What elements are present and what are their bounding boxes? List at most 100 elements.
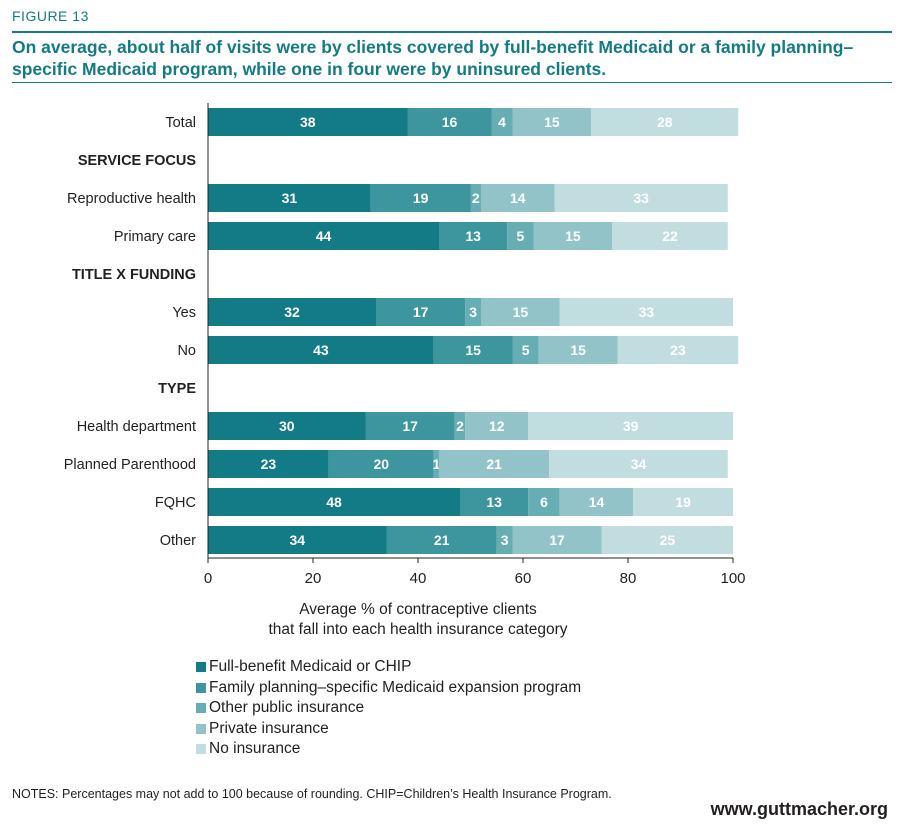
data-label: 34 <box>289 532 305 548</box>
bar-segment <box>208 450 329 478</box>
bar-segment <box>559 298 733 326</box>
bar-label: Reproductive health <box>67 191 196 207</box>
data-label: 15 <box>544 114 560 130</box>
bar-segment <box>460 488 529 516</box>
legend-label: Full-benefit Medicaid or CHIP <box>209 658 412 676</box>
bar-label: FQHC <box>155 495 196 511</box>
bar-segment <box>208 336 434 364</box>
legend-item: Full-benefit Medicaid or CHIP <box>196 657 581 678</box>
category-heading: TYPE <box>158 381 196 397</box>
x-tick-label: 0 <box>204 570 212 587</box>
bar-segment <box>407 108 492 136</box>
bar-label: Planned Parenthood <box>64 457 196 473</box>
data-label: 22 <box>662 228 678 244</box>
data-label: 5 <box>516 228 524 244</box>
data-label: 43 <box>313 342 329 358</box>
bar-segment <box>208 412 366 440</box>
data-label: 14 <box>589 494 605 510</box>
data-label: 19 <box>675 494 691 510</box>
x-tick-label: 20 <box>305 570 322 587</box>
data-label: 2 <box>472 190 480 206</box>
chart-legend: Full-benefit Medicaid or CHIP Family plan… <box>196 657 581 760</box>
bar-label: Other <box>160 533 196 549</box>
data-label: 17 <box>413 304 429 320</box>
x-tick-label: 100 <box>720 570 745 587</box>
data-label: 48 <box>326 494 342 510</box>
data-label: 3 <box>469 304 477 320</box>
data-label: 34 <box>631 456 647 472</box>
bar-segment <box>538 336 618 364</box>
legend-label: No insurance <box>209 740 301 758</box>
figure-label: FIGURE 13 <box>12 8 89 24</box>
data-label: 15 <box>565 228 581 244</box>
data-label: 15 <box>465 342 481 358</box>
legend-swatch <box>196 723 206 734</box>
bar-segment <box>208 298 376 326</box>
bar-segment <box>454 412 466 440</box>
bar-label: No <box>177 343 196 359</box>
data-label: 31 <box>282 190 298 206</box>
bar-segment <box>376 298 466 326</box>
bar-segment <box>612 222 728 250</box>
bar-segment <box>465 298 481 326</box>
bar-segment <box>439 222 508 250</box>
legend-label: Family planning–specific Medicaid expans… <box>209 678 582 696</box>
data-label: 5 <box>522 342 530 358</box>
data-label: 4 <box>498 114 506 130</box>
data-label: 15 <box>513 304 529 320</box>
legend-swatch <box>196 662 206 673</box>
bar-segment <box>554 184 728 212</box>
x-axis-title-line1: Average % of contraceptive clients <box>299 601 537 618</box>
data-label: 6 <box>540 494 548 510</box>
x-tick-label: 40 <box>410 570 427 587</box>
bar-segment <box>208 184 371 212</box>
legend-item: Private insurance <box>196 719 581 740</box>
website-footer: www.guttmacher.org <box>710 799 888 819</box>
x-tick-label: 80 <box>620 570 637 587</box>
data-label: 14 <box>510 190 526 206</box>
bar-segment <box>601 526 733 554</box>
data-label: 3 <box>501 532 509 548</box>
bar-segment <box>491 108 513 136</box>
data-label: 13 <box>486 494 502 510</box>
x-tick-label: 60 <box>515 570 532 587</box>
bar-segment <box>208 488 460 516</box>
bar-segment <box>559 488 634 516</box>
data-label: 23 <box>670 342 686 358</box>
bar-label: Health department <box>77 419 196 435</box>
data-label: 20 <box>373 456 389 472</box>
data-label: 2 <box>456 418 464 434</box>
bar-label: Primary care <box>114 229 196 245</box>
category-heading: SERVICE FOCUS <box>78 153 197 169</box>
data-label: 21 <box>486 456 502 472</box>
x-axis-title: Average % of contraceptive clients that … <box>208 600 628 640</box>
x-axis-title-line2: that fall into each health insurance cat… <box>268 621 568 638</box>
bar-segment <box>528 488 560 516</box>
bar-segment <box>208 222 439 250</box>
category-heading: TITLE X FUNDING <box>72 267 196 283</box>
data-label: 1 <box>432 456 440 472</box>
legend-label: Private insurance <box>209 719 329 737</box>
legend-swatch <box>196 682 206 693</box>
bar-segment <box>507 222 534 250</box>
data-label: 19 <box>413 190 429 206</box>
bar-segment <box>439 450 550 478</box>
bar-segment <box>528 412 733 440</box>
legend-item: Family planning–specific Medicaid expans… <box>196 678 581 699</box>
data-label: 21 <box>434 532 450 548</box>
data-label: 15 <box>570 342 586 358</box>
data-label: 32 <box>284 304 300 320</box>
bar-segment <box>633 488 733 516</box>
title-top-rule <box>12 31 892 33</box>
data-label: 44 <box>316 228 332 244</box>
data-label: 38 <box>300 114 316 130</box>
bar-segment <box>481 298 560 326</box>
bar-segment <box>591 108 739 136</box>
legend-swatch <box>196 744 206 755</box>
data-label: 28 <box>657 114 673 130</box>
data-label: 16 <box>442 114 458 130</box>
bar-segment <box>512 108 592 136</box>
bar-label: Yes <box>172 305 196 321</box>
data-label: 39 <box>623 418 639 434</box>
bar-segment <box>365 412 455 440</box>
